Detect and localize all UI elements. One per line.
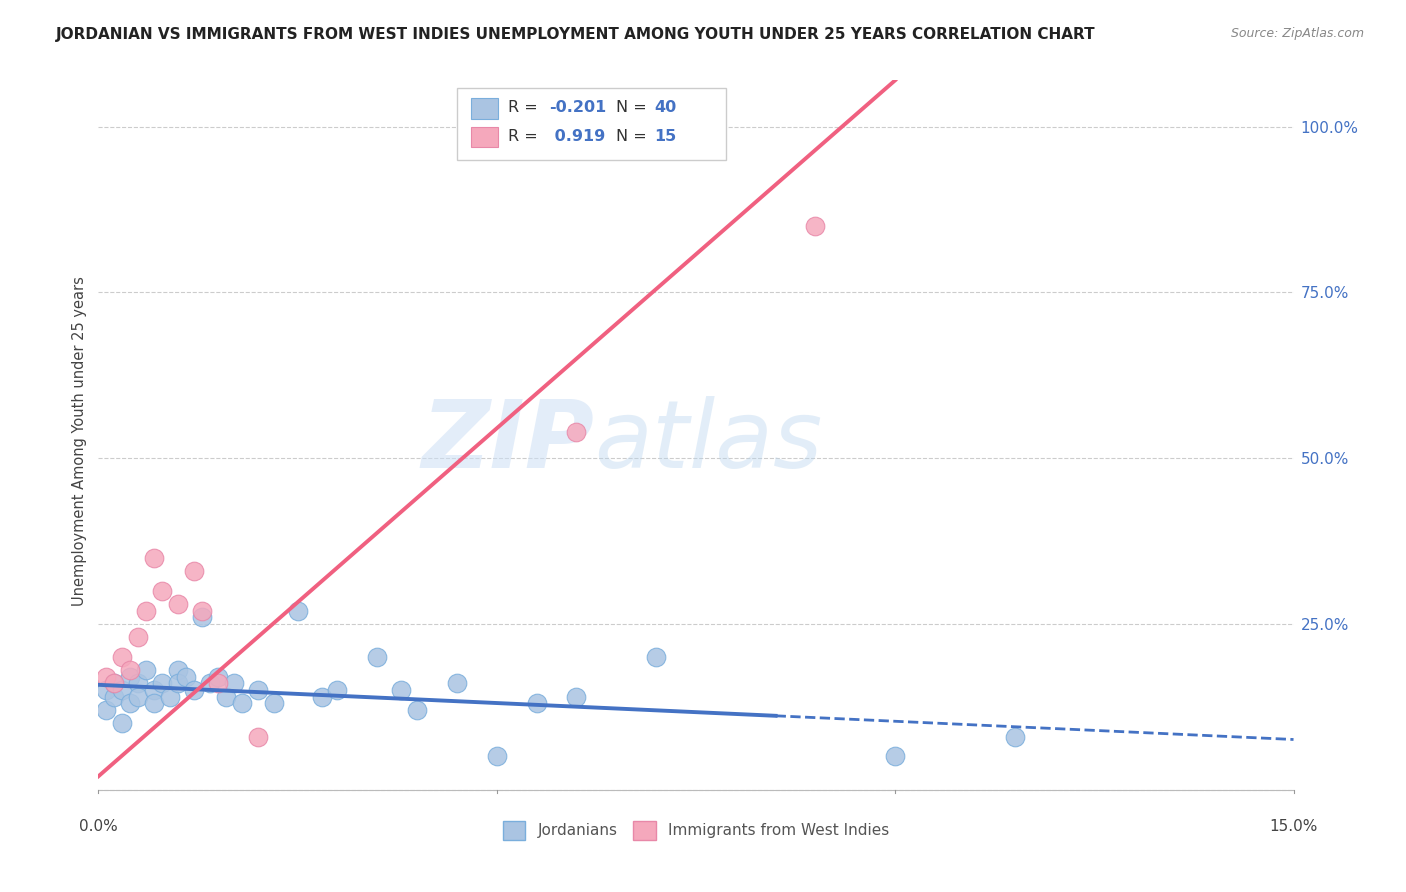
Point [389, 683, 412, 698]
Text: 40: 40 [654, 100, 676, 115]
Point [366, 650, 388, 665]
Point [127, 630, 149, 644]
Point [103, 676, 125, 690]
Text: N =: N = [616, 100, 652, 115]
Legend: Jordanians, Immigrants from West Indies: Jordanians, Immigrants from West Indies [496, 815, 896, 846]
Point [143, 550, 166, 565]
Point [111, 683, 134, 698]
FancyBboxPatch shape [471, 128, 498, 147]
Point [191, 610, 214, 624]
Text: 15.0%: 15.0% [1270, 820, 1317, 834]
Text: 0.919: 0.919 [548, 129, 605, 145]
Point [159, 690, 181, 704]
Point [167, 663, 190, 677]
Point [111, 650, 134, 665]
Point [174, 670, 197, 684]
Point [111, 716, 134, 731]
Point [183, 683, 205, 698]
Point [96, 703, 118, 717]
Point [287, 603, 309, 617]
Point [198, 676, 221, 690]
Point [263, 697, 285, 711]
Point [127, 676, 149, 690]
Point [311, 690, 333, 704]
Point [565, 425, 588, 439]
Point [1004, 730, 1026, 744]
Text: R =: R = [509, 100, 543, 115]
Point [406, 703, 429, 717]
Point [135, 663, 157, 677]
Point [645, 650, 668, 665]
Y-axis label: Unemployment Among Youth under 25 years: Unemployment Among Youth under 25 years [72, 277, 87, 607]
Point [135, 603, 157, 617]
Point [96, 683, 118, 698]
Point [120, 670, 142, 684]
Point [167, 597, 190, 611]
Text: 15: 15 [654, 129, 676, 145]
Point [143, 683, 166, 698]
Point [120, 663, 142, 677]
Point [120, 697, 142, 711]
Point [565, 690, 588, 704]
FancyBboxPatch shape [471, 98, 498, 119]
Point [246, 730, 269, 744]
Text: ZIP: ZIP [422, 395, 595, 488]
Point [526, 697, 548, 711]
Point [167, 676, 190, 690]
Point [485, 749, 508, 764]
Point [207, 670, 229, 684]
Text: -0.201: -0.201 [548, 100, 606, 115]
Text: JORDANIAN VS IMMIGRANTS FROM WEST INDIES UNEMPLOYMENT AMONG YOUTH UNDER 25 YEARS: JORDANIAN VS IMMIGRANTS FROM WEST INDIES… [56, 27, 1095, 42]
Point [191, 603, 214, 617]
Point [231, 697, 253, 711]
Point [207, 676, 229, 690]
Point [143, 697, 166, 711]
Text: R =: R = [509, 129, 543, 145]
Point [246, 683, 269, 698]
Point [215, 690, 238, 704]
Point [183, 564, 205, 578]
FancyBboxPatch shape [457, 87, 725, 160]
Text: atlas: atlas [595, 396, 823, 487]
Point [96, 670, 118, 684]
Point [150, 583, 173, 598]
Point [103, 676, 125, 690]
Point [127, 690, 149, 704]
Point [326, 683, 349, 698]
Text: 0.0%: 0.0% [79, 820, 118, 834]
Point [804, 219, 827, 233]
Point [884, 749, 907, 764]
Point [446, 676, 468, 690]
Point [103, 690, 125, 704]
Point [222, 676, 245, 690]
Point [150, 676, 173, 690]
Text: N =: N = [616, 129, 652, 145]
Text: Source: ZipAtlas.com: Source: ZipAtlas.com [1230, 27, 1364, 40]
